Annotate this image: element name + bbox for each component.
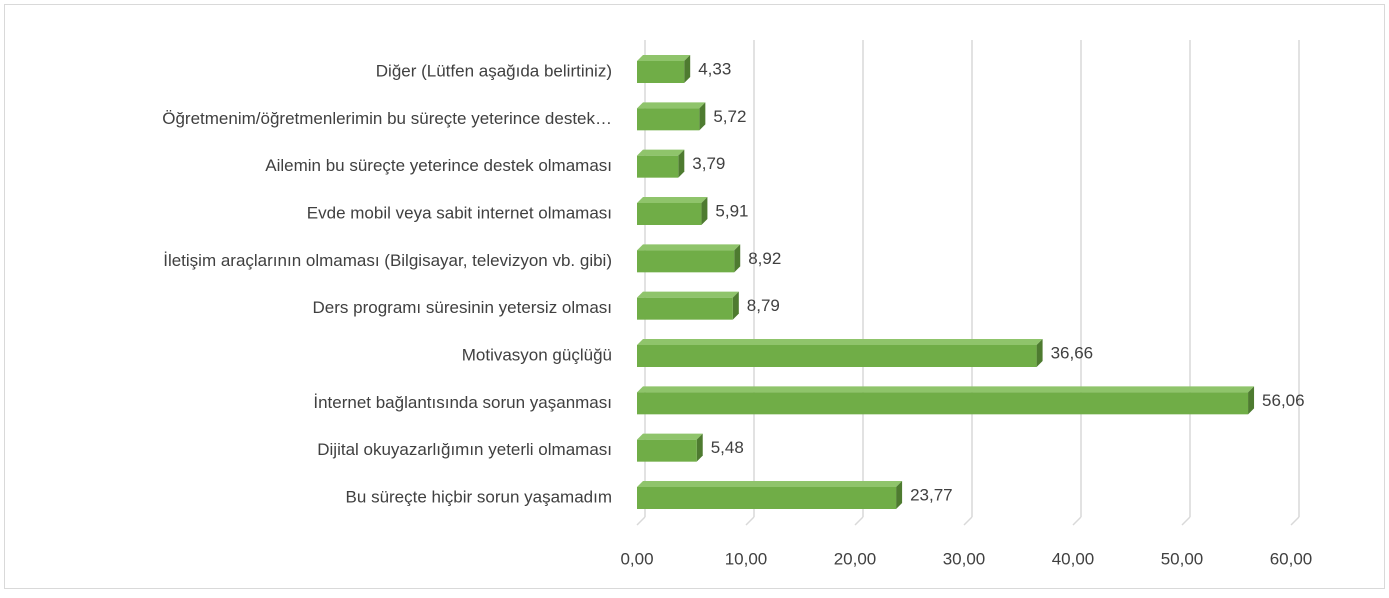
- bar-side: [684, 55, 691, 83]
- grid-floor: [854, 516, 864, 526]
- y-tick-label: Ailemin bu süreçte yeterince destek olma…: [265, 156, 612, 175]
- bar-top: [637, 244, 741, 251]
- bar-side: [701, 197, 708, 225]
- bar-side: [699, 102, 706, 131]
- data-label: 5,72: [713, 107, 746, 126]
- y-tick-label: Motivasyon güçlüğü: [462, 345, 612, 364]
- bar-top: [637, 433, 703, 440]
- grid-floor: [1072, 516, 1082, 526]
- y-tick-label: İnternet bağlantısında sorun yaşanması: [313, 393, 612, 412]
- bar-top: [637, 291, 739, 298]
- bar-side: [896, 481, 903, 509]
- bar: [637, 155, 679, 178]
- bar: [637, 392, 1249, 415]
- bar: [637, 250, 735, 273]
- data-label: 5,48: [711, 438, 744, 457]
- bar-top: [637, 339, 1043, 345]
- y-tick-label: Dijital okuyazarlığımın yeterli olmaması: [317, 440, 612, 459]
- grid-floor: [963, 516, 973, 526]
- data-label: 8,79: [747, 296, 780, 315]
- y-tick-label: Diğer (Lütfen aşağıda belirtiniz): [376, 61, 612, 80]
- bar-side: [1248, 386, 1255, 415]
- grid-floor: [1290, 516, 1300, 526]
- x-tick-label: 0,00: [620, 549, 653, 568]
- bar-top: [637, 386, 1255, 393]
- bar-top: [637, 102, 706, 109]
- data-label: 8,92: [748, 249, 781, 268]
- data-label: 3,79: [692, 154, 725, 173]
- bar: [637, 345, 1037, 367]
- grid-floor: [636, 516, 646, 526]
- y-tick-label: Bu süreçte hiçbir sorun yaşamadım: [346, 487, 612, 506]
- y-tick-label: Öğretmenim/öğretmenlerimin bu süreçte ye…: [162, 109, 612, 128]
- bar-side: [696, 433, 703, 462]
- bar: [637, 61, 685, 83]
- bar: [637, 439, 697, 462]
- x-tick-label: 30,00: [943, 549, 986, 568]
- bar-top: [637, 481, 903, 487]
- bar: [637, 108, 700, 131]
- data-label: 4,33: [698, 59, 731, 78]
- data-label: 56,06: [1262, 391, 1305, 410]
- x-tick-label: 60,00: [1270, 549, 1313, 568]
- y-tick-label: Evde mobil veya sabit internet olmaması: [307, 203, 612, 222]
- x-tick-label: 40,00: [1052, 549, 1095, 568]
- bar: [637, 487, 897, 509]
- y-tick-label: Ders programı süresinin yetersiz olması: [313, 298, 612, 317]
- grid-floor: [745, 516, 755, 526]
- x-tick-label: 50,00: [1161, 549, 1204, 568]
- bar: [637, 297, 733, 320]
- bar: [637, 203, 702, 225]
- grid-floor: [1181, 516, 1191, 526]
- bar-side: [1036, 339, 1043, 367]
- bar-side: [678, 149, 685, 178]
- bar-top: [637, 55, 691, 61]
- x-tick-label: 10,00: [725, 549, 768, 568]
- bar-side: [732, 291, 739, 320]
- data-label: 23,77: [910, 485, 953, 504]
- bar-side: [734, 244, 741, 273]
- bar-top: [637, 149, 685, 156]
- data-label: 36,66: [1051, 343, 1094, 362]
- x-tick-label: 20,00: [834, 549, 877, 568]
- y-tick-label: İletişim araçlarının olmaması (Bilgisaya…: [163, 251, 612, 270]
- data-label: 5,91: [715, 201, 748, 220]
- bar-top: [637, 197, 708, 203]
